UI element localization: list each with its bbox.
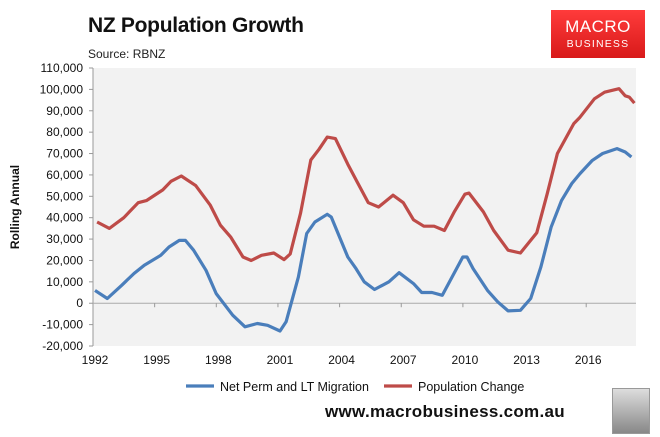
x-tick-label: 1998: [205, 353, 232, 367]
series-line-net-migration: [94, 147, 633, 333]
wolf-logo-icon: [612, 388, 650, 434]
x-tick-label: 2007: [390, 353, 417, 367]
y-tick-label: 10,000: [46, 275, 83, 289]
logo-line1: MACRO: [565, 17, 631, 36]
y-tick-label: 20,000: [46, 253, 83, 267]
chart-title: NZ Population Growth: [88, 14, 304, 37]
y-tick-label: 70,000: [46, 147, 83, 161]
legend-label: Population Change: [418, 380, 524, 394]
x-tick-label: 2004: [328, 353, 355, 367]
y-tick-label: 50,000: [46, 189, 83, 203]
y-axis-title: Rolling Annual: [8, 165, 22, 249]
x-tick-label: 1995: [143, 353, 170, 367]
x-tick-label: 2010: [452, 353, 479, 367]
y-tick-label: 30,000: [46, 232, 83, 246]
x-tick-label: 2001: [267, 353, 294, 367]
y-tick-label: 0: [76, 296, 83, 310]
y-tick-label: 40,000: [46, 211, 83, 225]
y-tick-label: 100,000: [40, 82, 84, 96]
x-tick-label: 2013: [513, 353, 540, 367]
series-line-population-change: [96, 87, 636, 263]
y-tick-label: 60,000: [46, 168, 83, 182]
chart-source: Source: RBNZ: [88, 47, 166, 61]
x-tick-label: 1992: [82, 353, 109, 367]
y-tick-label: -20,000: [42, 339, 83, 353]
y-tick-label: 90,000: [46, 104, 83, 118]
y-tick-label: 110,000: [41, 61, 84, 75]
x-tick-label: 2016: [575, 353, 602, 367]
legend-label: Net Perm and LT Migration: [220, 380, 369, 394]
y-tick-label: 80,000: [46, 125, 83, 139]
logo-line2: BUSINESS: [566, 38, 630, 50]
macrobusiness-logo: MACRO BUSINESS: [551, 10, 645, 58]
plot-area: [93, 68, 636, 346]
website-url: www.macrobusiness.com.au: [325, 402, 565, 421]
y-tick-label: -10,000: [42, 318, 83, 332]
